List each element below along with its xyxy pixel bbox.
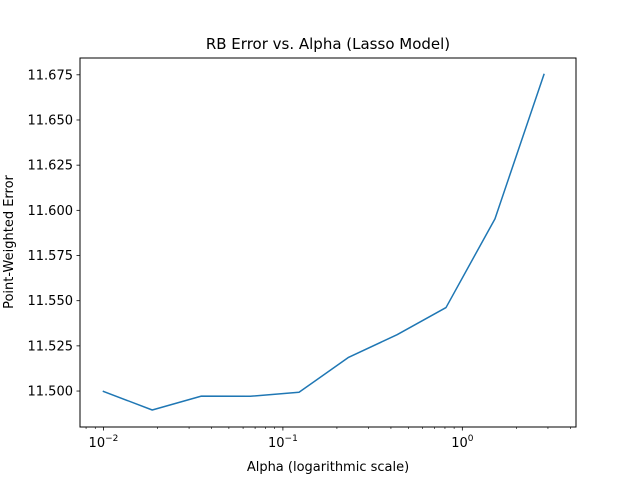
y-tick-label-1: 11.525 (28, 339, 74, 354)
series-line-0 (102, 73, 545, 411)
x-tick-label-1: 10−1 (268, 434, 298, 451)
y-tick-label-0: 11.500 (28, 385, 74, 400)
series-layer (102, 73, 545, 411)
y-tick-label-7: 11.675 (28, 68, 74, 83)
y-axis-ticks: 11.500 11.525 11.550 11.575 11.600 11.625 11.6… (28, 68, 80, 400)
y-tick-label-4: 11.600 (28, 204, 74, 219)
x-tick-label-0: 10−2 (89, 434, 119, 451)
y-tick-label-5: 11.625 (28, 159, 74, 174)
y-tick-label-2: 11.550 (28, 294, 74, 309)
x-axis-ticks: 10−2 10−1 100 (85, 427, 571, 451)
x-axis-label: Alpha (logarithmic scale) (247, 460, 409, 475)
y-tick-label-3: 11.575 (28, 249, 74, 264)
chart-title: RB Error vs. Alpha (Lasso Model) (206, 35, 450, 53)
y-tick-label-6: 11.650 (28, 113, 74, 128)
x-tick-label-2: 100 (451, 434, 474, 451)
y-axis-label: Point-Weighted Error (2, 174, 17, 308)
plot-frame (79, 57, 577, 428)
